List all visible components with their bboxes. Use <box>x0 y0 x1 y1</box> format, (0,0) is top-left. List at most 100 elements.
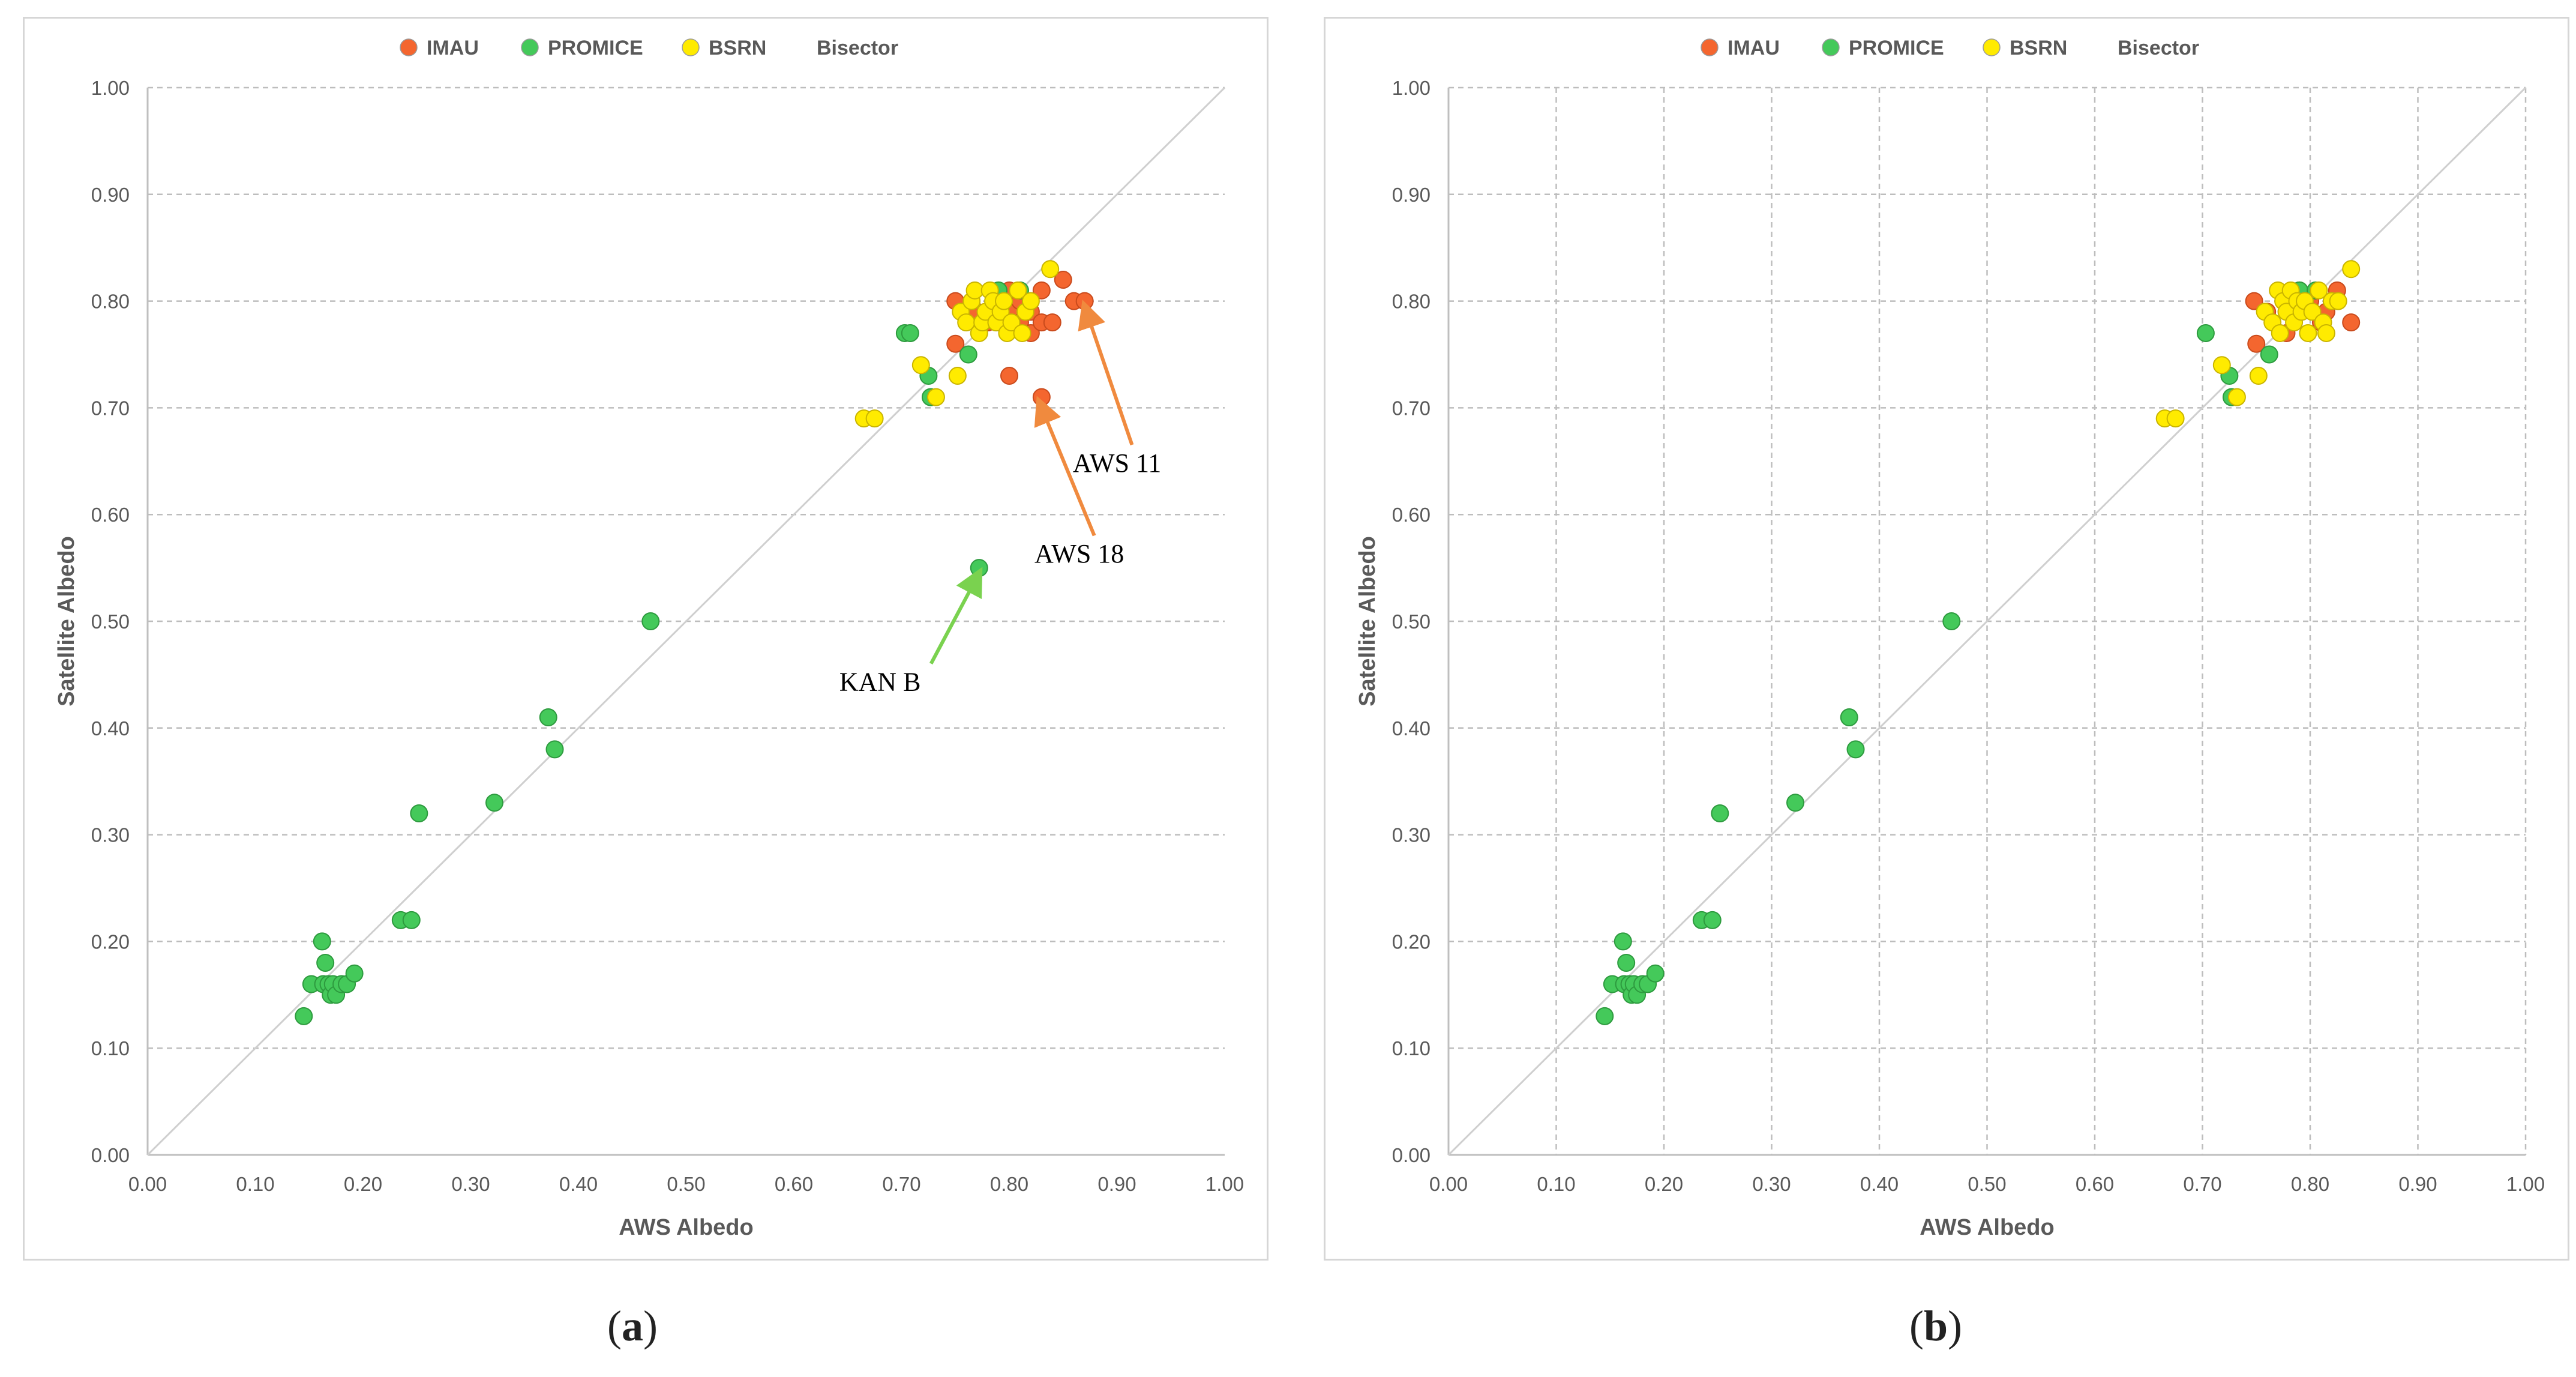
y-tick-label: 0.80 <box>1392 291 1431 313</box>
annotation-label: AWS 18 <box>1034 539 1124 568</box>
point-promice <box>2196 324 2215 342</box>
legend-marker-imau <box>1701 38 1719 56</box>
y-tick-label: 0.90 <box>1392 184 1431 206</box>
x-axis-label: AWS Albedo <box>1920 1215 2054 1240</box>
y-tick-label: 1.00 <box>1392 77 1431 99</box>
point-imau <box>2247 334 2266 353</box>
point-promice <box>545 740 564 759</box>
point-imau <box>1043 313 1061 332</box>
x-tick-label: 0.70 <box>882 1173 920 1195</box>
x-axis-label: AWS Albedo <box>619 1215 753 1240</box>
point-promice <box>959 345 977 364</box>
point-bsrn <box>1041 260 1060 279</box>
point-promice <box>313 932 331 951</box>
x-tick-label: 0.50 <box>667 1173 705 1195</box>
point-imau <box>2245 292 2263 310</box>
x-tick-label: 0.80 <box>2291 1173 2329 1195</box>
legend-marker-bsrn <box>1983 38 2001 56</box>
point-bsrn <box>2166 409 2185 428</box>
point-bsrn <box>2212 356 2231 375</box>
y-axis-label: Satellite Albedo <box>1355 536 1380 707</box>
y-tick-label: 0.60 <box>1392 504 1431 526</box>
point-bsrn <box>2299 324 2317 342</box>
x-tick-label: 0.90 <box>1097 1173 1136 1195</box>
point-promice <box>1711 804 1729 823</box>
point-bsrn <box>2342 260 2361 279</box>
y-tick-label: 0.70 <box>91 397 130 419</box>
y-tick-label: 0.70 <box>1392 397 1431 419</box>
scatter-chart-a: 0.00 0.10 0.20 0.30 0.40 0.50 0.60 0.70 0.80 0.90… <box>54 37 1244 1240</box>
point-bsrn <box>2329 292 2347 310</box>
y-tick-label: 0.60 <box>91 504 130 526</box>
y-tick-label: 0.30 <box>91 824 130 846</box>
legend-marker-imau <box>400 38 418 56</box>
figure-caption-b: (b) <box>1909 1302 1963 1350</box>
y-tick-label: 0.10 <box>1392 1037 1431 1059</box>
x-tick-label: 0.30 <box>451 1173 490 1195</box>
x-tick-label: 0.10 <box>236 1173 274 1195</box>
legend-label-bsrn: BSRN <box>709 37 766 59</box>
point-promice <box>345 964 364 983</box>
point-bsrn <box>1013 324 1031 342</box>
legend-marker-promice <box>521 38 539 56</box>
point-bsrn <box>948 367 967 385</box>
point-bsrn <box>1009 281 1027 300</box>
y-tick-label: 0.30 <box>1392 824 1431 846</box>
point-bsrn <box>926 388 945 406</box>
point-promice <box>410 804 428 823</box>
point-promice <box>1596 1007 1614 1025</box>
point-bsrn <box>1002 313 1021 332</box>
chart-panel-a: 0.00 0.10 0.20 0.30 0.40 0.50 0.60 0.70 0.80 0.90… <box>23 17 1268 1261</box>
legend-label-bsrn: BSRN <box>2010 37 2067 59</box>
point-bsrn <box>965 281 984 300</box>
legend-label-promice: PROMICE <box>1849 37 1944 59</box>
annotation-arrow <box>929 567 983 664</box>
legend-marker-promice <box>1822 38 1840 56</box>
x-tick-label: 0.90 <box>2398 1173 2437 1195</box>
point-promice <box>901 324 919 342</box>
caption-letter-b: b <box>1923 1302 1948 1350</box>
point-bsrn <box>2227 388 2246 406</box>
x-tick-label: 0.10 <box>1537 1173 1575 1195</box>
y-tick-label: 1.00 <box>91 77 130 99</box>
legend-label-imau: IMAU <box>427 37 479 59</box>
y-axis-label: Satellite Albedo <box>54 536 79 707</box>
point-promice <box>295 1007 313 1025</box>
x-tick-label: 1.00 <box>2506 1173 2545 1195</box>
y-tick-label: 0.00 <box>91 1144 130 1166</box>
point-promice <box>1703 911 1722 929</box>
y-tick-label: 0.50 <box>1392 610 1431 633</box>
annotation-arrow <box>1034 396 1096 537</box>
annotation-arrow <box>1078 300 1134 446</box>
point-imau <box>946 334 965 353</box>
x-tick-label: 0.50 <box>1968 1173 2006 1195</box>
point-imau <box>1054 271 1072 289</box>
y-tick-label: 0.40 <box>91 717 130 740</box>
x-tick-label: 0.40 <box>1860 1173 1899 1195</box>
point-promice <box>1614 932 1632 951</box>
x-tick-label: 1.00 <box>1205 1173 1244 1195</box>
point-bsrn <box>1021 292 1040 310</box>
y-tick-label: 0.80 <box>91 291 130 313</box>
y-tick-label: 0.40 <box>1392 717 1431 740</box>
point-promice <box>402 911 421 929</box>
point-bsrn <box>2310 281 2328 300</box>
y-tick-label: 0.20 <box>91 930 130 953</box>
point-bsrn <box>2303 303 2322 321</box>
point-bsrn <box>865 409 884 428</box>
x-tick-label: 0.20 <box>1645 1173 1683 1195</box>
point-promice <box>2260 345 2278 364</box>
point-imau <box>2342 313 2361 332</box>
y-tick-label: 0.90 <box>91 184 130 206</box>
caption-letter-a: a <box>621 1302 643 1350</box>
y-tick-label: 0.20 <box>1392 930 1431 953</box>
point-promice <box>1942 612 1961 630</box>
point-bsrn <box>2249 367 2268 385</box>
x-tick-label: 0.00 <box>128 1173 167 1195</box>
point-bsrn <box>995 292 1013 310</box>
x-tick-label: 0.80 <box>990 1173 1028 1195</box>
point-promice <box>485 794 503 812</box>
point-promice <box>316 953 335 972</box>
point-promice <box>1786 794 1804 812</box>
y-tick-label: 0.10 <box>91 1037 130 1059</box>
